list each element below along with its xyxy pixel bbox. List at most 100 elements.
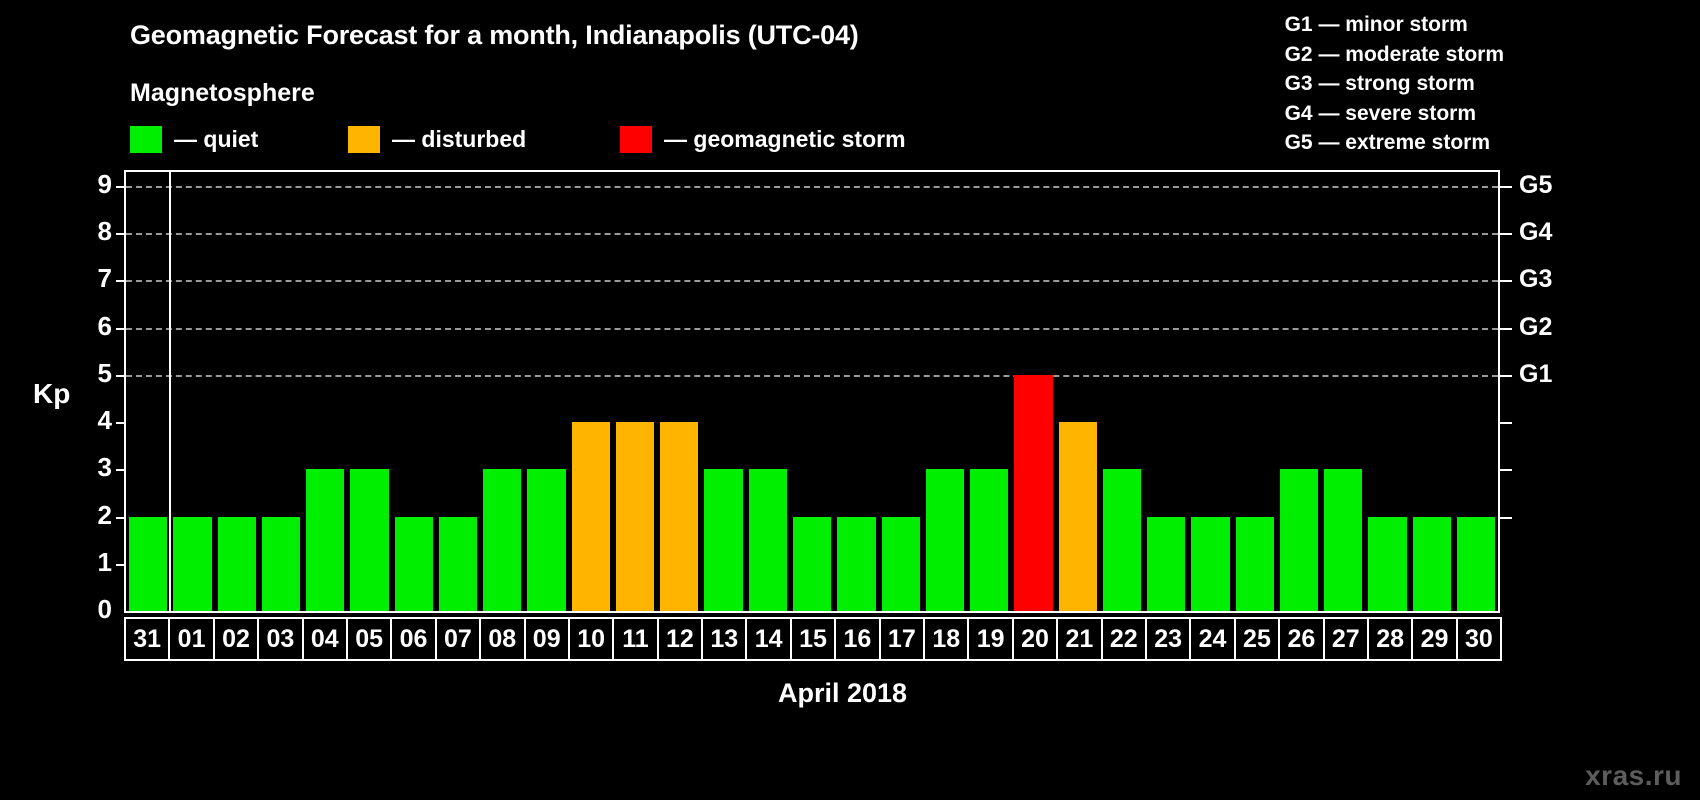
bar-cell[interactable] <box>1011 172 1055 611</box>
bar-day-08[interactable] <box>483 469 522 611</box>
g-scale-entry-3: G3 — strong storm <box>1284 72 1475 95</box>
date-label-22[interactable]: 22 <box>1100 617 1147 661</box>
date-label-26[interactable]: 26 <box>1278 617 1325 661</box>
bar-cell[interactable] <box>1410 172 1454 611</box>
bar-cell[interactable] <box>170 172 214 611</box>
date-label-13[interactable]: 13 <box>701 617 748 661</box>
bar-cell[interactable] <box>1188 172 1232 611</box>
bar-cell[interactable] <box>480 172 524 611</box>
bar-day-03[interactable] <box>261 516 301 611</box>
bar-cell[interactable] <box>1277 172 1321 611</box>
date-label-08[interactable]: 08 <box>479 617 526 661</box>
bar-cell[interactable] <box>524 172 568 611</box>
date-label-07[interactable]: 07 <box>434 617 482 661</box>
date-label-15[interactable]: 15 <box>789 617 837 661</box>
bar-day-09[interactable] <box>527 469 566 611</box>
y-tick-label-9: 9 <box>97 169 112 199</box>
bar-cell[interactable] <box>1365 172 1409 611</box>
bar-cell[interactable] <box>657 172 701 611</box>
date-label-23[interactable]: 23 <box>1144 617 1192 661</box>
bar-day-18[interactable] <box>925 469 965 611</box>
date-label-25[interactable]: 25 <box>1233 617 1281 661</box>
date-label-14[interactable]: 14 <box>745 617 792 661</box>
bar-day-10[interactable] <box>571 422 610 611</box>
date-label-17[interactable]: 17 <box>878 617 926 661</box>
bar-day-31[interactable] <box>129 516 168 611</box>
bar-cell[interactable] <box>569 172 613 611</box>
date-label-30[interactable]: 30 <box>1455 617 1503 661</box>
date-label-28[interactable]: 28 <box>1366 617 1414 661</box>
bar-day-02[interactable] <box>217 516 256 611</box>
bar-day-23[interactable] <box>1147 516 1186 611</box>
bar-cell[interactable] <box>436 172 480 611</box>
bar-day-21[interactable] <box>1058 422 1097 611</box>
date-label-24[interactable]: 24 <box>1189 617 1236 661</box>
date-label-01[interactable]: 01 <box>168 617 215 661</box>
bar-cell[interactable] <box>259 172 303 611</box>
date-label-09[interactable]: 09 <box>523 617 570 661</box>
bar-cell[interactable] <box>834 172 878 611</box>
date-label-03[interactable]: 03 <box>257 617 304 661</box>
bar-day-27[interactable] <box>1324 469 1363 611</box>
bar-cell[interactable] <box>1454 172 1498 611</box>
y-tick-label-1: 1 <box>97 546 112 577</box>
date-label-20[interactable]: 20 <box>1011 617 1059 661</box>
bar-cell[interactable] <box>967 172 1011 611</box>
bar-day-11[interactable] <box>615 422 655 611</box>
bar-day-06[interactable] <box>394 516 433 611</box>
bar-day-12[interactable] <box>660 422 699 611</box>
bar-cell[interactable] <box>1144 172 1188 611</box>
bar-day-16[interactable] <box>837 516 876 611</box>
date-label-19[interactable]: 19 <box>967 617 1014 661</box>
bar-cell[interactable] <box>613 172 657 611</box>
bar-day-25[interactable] <box>1235 516 1274 611</box>
legend-swatch-geomagnetic-storm <box>620 125 652 153</box>
bar-day-13[interactable] <box>704 469 743 611</box>
bar-cell[interactable] <box>303 172 347 611</box>
bar-cell[interactable] <box>1100 172 1144 611</box>
y-tick-label-8: 8 <box>97 216 112 247</box>
bar-cell[interactable] <box>701 172 745 611</box>
bar-cell[interactable] <box>347 172 391 611</box>
bar-day-20[interactable] <box>1014 374 1053 611</box>
x-axis-title: April 2018 <box>777 678 908 708</box>
bar-day-24[interactable] <box>1191 516 1230 611</box>
g-axis-tick-minor-4 <box>1500 422 1512 425</box>
bar-day-26[interactable] <box>1279 469 1319 611</box>
bar-day-04[interactable] <box>306 469 345 611</box>
date-label-31[interactable]: 31 <box>124 617 171 661</box>
bar-day-22[interactable] <box>1102 469 1142 611</box>
bar-day-15[interactable] <box>792 516 832 611</box>
bar-day-28[interactable] <box>1368 516 1407 611</box>
date-label-04[interactable]: 04 <box>301 617 348 661</box>
date-label-12[interactable]: 12 <box>656 617 704 661</box>
bar-cell[interactable] <box>215 172 259 611</box>
bar-day-19[interactable] <box>970 469 1009 611</box>
bar-cell[interactable] <box>790 172 834 611</box>
bar-day-30[interactable] <box>1456 516 1496 611</box>
bar-cell[interactable] <box>746 172 790 611</box>
bar-day-05[interactable] <box>350 469 389 611</box>
date-label-16[interactable]: 16 <box>834 617 881 661</box>
bar-cell[interactable] <box>923 172 967 611</box>
bar-day-14[interactable] <box>748 469 787 611</box>
bar-cell[interactable] <box>1321 172 1365 611</box>
date-label-27[interactable]: 27 <box>1322 617 1369 661</box>
date-label-18[interactable]: 18 <box>923 617 970 661</box>
date-label-11[interactable]: 11 <box>612 617 659 661</box>
date-label-21[interactable]: 21 <box>1056 617 1103 661</box>
bar-cell[interactable] <box>1233 172 1277 611</box>
date-label-05[interactable]: 05 <box>345 617 393 661</box>
bar-cell[interactable] <box>392 172 436 611</box>
date-label-10[interactable]: 10 <box>567 617 615 661</box>
bar-cell[interactable] <box>126 172 170 611</box>
bar-day-07[interactable] <box>438 516 478 611</box>
date-label-06[interactable]: 06 <box>390 617 437 661</box>
bar-day-17[interactable] <box>881 516 920 611</box>
bar-day-29[interactable] <box>1412 516 1451 611</box>
bar-day-01[interactable] <box>173 516 212 611</box>
date-label-29[interactable]: 29 <box>1411 617 1458 661</box>
bar-cell[interactable] <box>1056 172 1100 611</box>
date-label-02[interactable]: 02 <box>212 617 260 661</box>
bar-cell[interactable] <box>879 172 923 611</box>
